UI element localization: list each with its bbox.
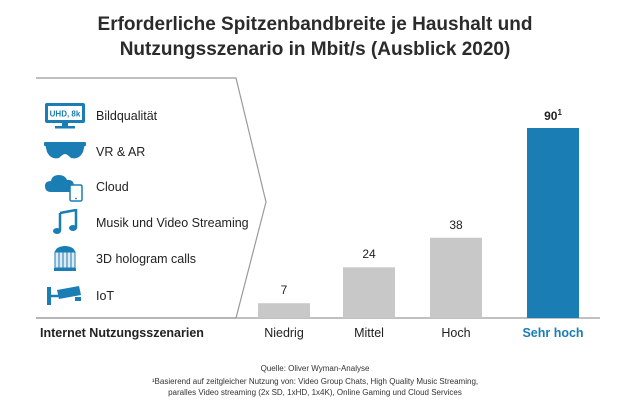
hologram-cage-icon bbox=[42, 244, 88, 274]
scenario-item-iot: IoT bbox=[42, 281, 114, 311]
scenario-item-vr-ar: VR & AR bbox=[42, 137, 145, 167]
title-line-1: Erforderliche Spitzenbandbreite je Haush… bbox=[97, 14, 533, 35]
scenario-label: Bildqualität bbox=[96, 109, 158, 123]
scenario-item-bildqualitaet: UHD, 8k Bildqualität bbox=[42, 101, 157, 131]
footnote-marker: 1 bbox=[557, 108, 562, 117]
category-label: Sehr hoch bbox=[522, 326, 584, 340]
footer-note-line-1: ¹Basierend auf zeitgleicher Nutzung von:… bbox=[151, 377, 479, 386]
scenario-label: IoT bbox=[96, 289, 115, 303]
category-label: Hoch bbox=[441, 326, 471, 340]
bar-mittel bbox=[343, 267, 395, 318]
value-label: 38 bbox=[449, 217, 463, 232]
chart-title: Erforderliche Spitzenbandbreite je Haush… bbox=[0, 12, 630, 62]
scenario-item-cloud: Cloud bbox=[42, 172, 129, 202]
scenario-label: Cloud bbox=[96, 180, 129, 194]
uhd-badge-text: UHD, 8k bbox=[50, 110, 81, 119]
footer-note-line-2: paralles Video streaming (2x SD, 1xHD, 1… bbox=[168, 388, 462, 397]
bar-sehr-hoch bbox=[527, 128, 579, 318]
security-camera-icon bbox=[42, 281, 88, 311]
value-label: 24 bbox=[362, 247, 376, 262]
x-axis-title: Internet Nutzungsszenarien bbox=[40, 326, 204, 340]
bar-niedrig bbox=[258, 303, 310, 318]
music-note-icon bbox=[42, 208, 88, 238]
scenario-label: VR & AR bbox=[96, 145, 146, 159]
value-label: 7 bbox=[280, 283, 288, 298]
title-line-2: Nutzungsszenario in Mbit/s (Ausblick 202… bbox=[119, 39, 511, 60]
uhd-monitor-icon: UHD, 8k bbox=[42, 101, 88, 131]
scenario-item-hologram: 3D hologram calls bbox=[42, 244, 196, 274]
cloud-device-icon bbox=[42, 172, 88, 202]
category-label: Mittel bbox=[354, 326, 384, 340]
scenario-item-musik: Musik und Video Streaming bbox=[42, 208, 249, 238]
value-label: 901 bbox=[544, 108, 562, 123]
category-label: Niedrig bbox=[264, 326, 304, 340]
scenario-label: 3D hologram calls bbox=[96, 252, 197, 266]
footer-source: Quelle: Oliver Wyman-Analyse bbox=[260, 364, 370, 373]
scenario-label: Musik und Video Streaming bbox=[96, 216, 249, 230]
vr-glasses-icon bbox=[42, 137, 88, 167]
bar-hoch bbox=[430, 237, 482, 318]
